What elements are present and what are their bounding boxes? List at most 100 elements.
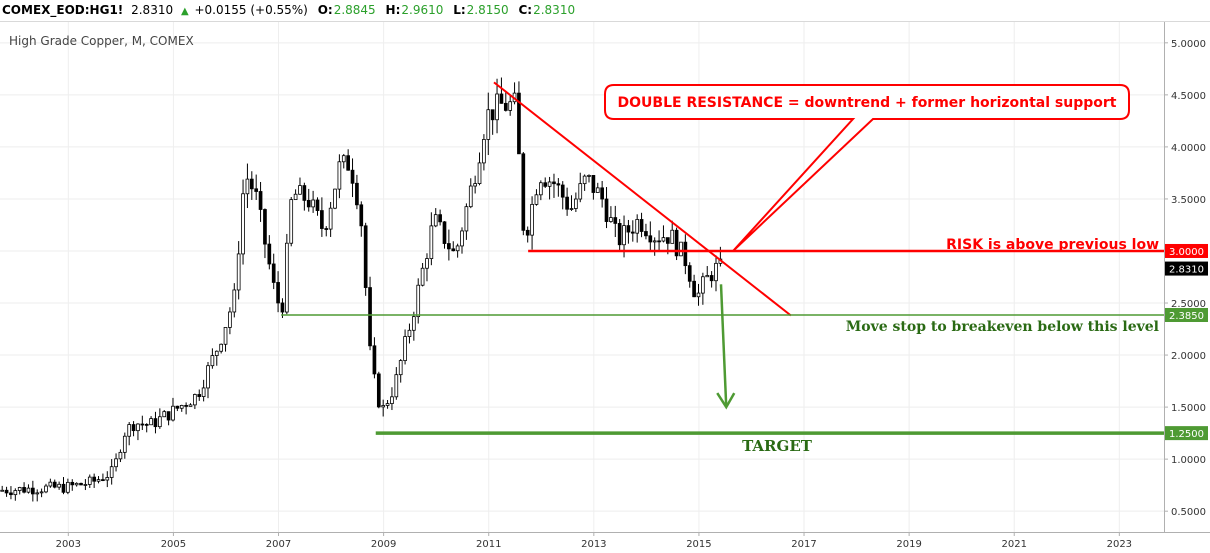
price-tag: 1.2500	[1165, 426, 1208, 441]
time-axis[interactable]: 2003 2005 2007 2009 2011 2013 2015 2017 2019 2021…	[56, 532, 1132, 550]
candle	[705, 266, 710, 278]
open-value: 2.8845	[333, 3, 376, 17]
candle	[122, 432, 127, 459]
candle	[293, 189, 298, 201]
price-chart[interactable]: 0.5000 1.0000 1.5000 2.0000 2.5000 3.0000 3.50…	[0, 22, 1210, 553]
candle	[368, 276, 372, 351]
candle	[302, 182, 307, 211]
candle	[429, 212, 434, 266]
candle	[214, 350, 219, 366]
candle	[714, 255, 718, 292]
candle	[333, 188, 337, 210]
candle	[460, 227, 464, 254]
candle	[709, 271, 714, 288]
candle	[433, 208, 438, 228]
candle	[140, 415, 145, 430]
downtrend-line[interactable]	[493, 81, 792, 317]
candle	[687, 262, 692, 288]
y-tick-label: 4.5000	[1171, 91, 1206, 102]
candle	[175, 405, 180, 412]
y-tick-label: 1.5000	[1171, 403, 1206, 414]
candle	[127, 422, 132, 446]
high-label: H:	[385, 3, 401, 17]
candle	[525, 226, 530, 243]
candle	[219, 343, 223, 354]
candle	[473, 175, 477, 194]
candle	[390, 387, 394, 411]
candle	[442, 221, 447, 249]
candle	[521, 151, 526, 236]
svg-text:3.0000: 3.0000	[1169, 247, 1204, 258]
candle	[503, 92, 508, 112]
candle	[96, 476, 101, 484]
candle	[271, 253, 276, 290]
candle	[346, 149, 350, 171]
callout-box	[604, 84, 1130, 252]
candle	[547, 176, 552, 200]
candle	[241, 179, 245, 265]
candle	[495, 78, 499, 134]
candle	[530, 196, 534, 250]
resistance-callout: DOUBLE RESISTANCE = downtrend + former h…	[604, 84, 1130, 252]
candle	[315, 197, 320, 216]
candle	[31, 480, 35, 502]
candle	[635, 214, 640, 243]
candle	[587, 174, 591, 183]
candle	[552, 173, 556, 198]
x-tick-label: 2011	[476, 539, 501, 550]
candle	[26, 484, 31, 494]
trend-lines	[281, 81, 1164, 435]
candle	[44, 483, 48, 494]
candle	[337, 154, 342, 199]
down-arrow-icon	[716, 284, 736, 410]
x-tick-label: 2015	[686, 539, 711, 550]
candle	[245, 163, 250, 209]
y-tick-label: 4.0000	[1171, 143, 1206, 154]
candle	[683, 234, 688, 275]
candle	[109, 459, 114, 485]
candle	[153, 411, 158, 434]
candle	[482, 134, 486, 171]
candle	[144, 423, 149, 433]
candle	[411, 311, 416, 341]
candle	[604, 187, 609, 229]
candle	[565, 187, 569, 216]
candle	[569, 195, 574, 211]
candle	[70, 479, 75, 491]
candle	[118, 449, 123, 463]
price-axis[interactable]: 0.5000 1.0000 1.5000 2.0000 2.5000 3.0000 3.50…	[1164, 39, 1206, 518]
high-value: 2.9610	[401, 3, 444, 17]
candle	[591, 175, 596, 200]
svg-text:2.8310: 2.8310	[1169, 265, 1204, 276]
candle	[236, 241, 241, 300]
price-tags: 3.0000 2.8310 2.3850 1.2500	[1165, 243, 1208, 441]
candle	[578, 172, 583, 203]
candle	[341, 153, 346, 169]
candle	[136, 423, 140, 441]
candle	[83, 479, 88, 491]
candle	[420, 263, 425, 287]
candle	[447, 229, 451, 261]
candle	[101, 473, 105, 482]
candle	[52, 479, 57, 489]
candle	[66, 478, 70, 495]
candle	[451, 241, 456, 252]
candle	[490, 109, 495, 135]
candle	[105, 471, 110, 488]
price-tag: 2.3850	[1165, 307, 1208, 322]
y-tick-label: 5.0000	[1171, 39, 1206, 50]
candle	[403, 329, 407, 365]
candle	[13, 488, 18, 501]
candle	[285, 233, 289, 315]
symbol-name[interactable]: COMEX_EOD:HG1!	[2, 3, 124, 17]
candle	[517, 81, 521, 155]
candle	[22, 482, 26, 494]
candle	[171, 397, 175, 422]
candle	[701, 272, 705, 305]
x-tick-label: 2021	[1002, 539, 1027, 550]
candle	[298, 177, 302, 195]
candle	[359, 201, 364, 237]
candle	[381, 399, 386, 417]
candle	[617, 219, 622, 251]
candle	[512, 82, 517, 105]
